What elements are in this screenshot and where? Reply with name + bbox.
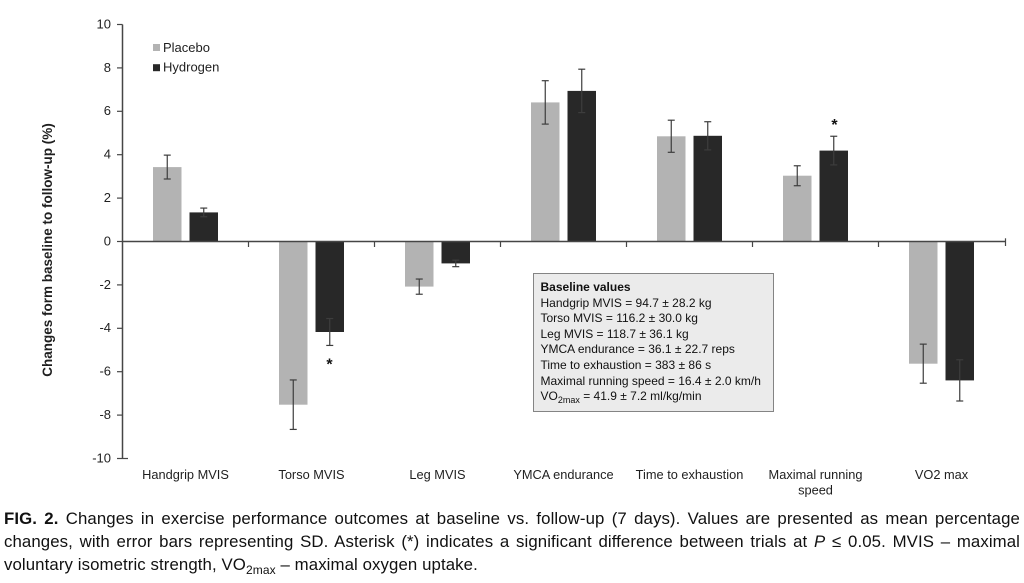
svg-text:8: 8 — [104, 60, 111, 75]
svg-text:Maximal running: Maximal running — [769, 467, 863, 482]
svg-text:0: 0 — [104, 233, 111, 248]
svg-text:Handgrip MVIS: Handgrip MVIS — [142, 467, 229, 482]
svg-text:*: * — [831, 117, 838, 134]
svg-text:YMCA endurance: YMCA endurance — [513, 467, 613, 482]
svg-text:Leg MVIS: Leg MVIS — [409, 467, 465, 482]
svg-text:Hydrogen: Hydrogen — [163, 60, 219, 75]
svg-text:*: * — [326, 356, 333, 373]
svg-text:6: 6 — [104, 103, 111, 118]
svg-text:speed: speed — [798, 482, 833, 497]
svg-text:Time to exhaustion: Time to exhaustion — [636, 467, 744, 482]
svg-text:Changes form baseline to follo: Changes form baseline to follow-up (%) — [40, 123, 55, 377]
svg-text:Placebo: Placebo — [163, 40, 210, 55]
svg-text:Torso MVIS: Torso MVIS — [278, 467, 344, 482]
svg-text:10: 10 — [97, 16, 111, 31]
svg-text:VO2 max: VO2 max — [915, 467, 969, 482]
svg-text:4: 4 — [104, 147, 111, 162]
svg-text:2: 2 — [104, 190, 111, 205]
svg-text:-8: -8 — [99, 407, 111, 422]
svg-text:-10: -10 — [92, 450, 111, 465]
svg-text:-6: -6 — [99, 364, 111, 379]
svg-text:-4: -4 — [99, 320, 111, 335]
svg-text:-2: -2 — [99, 277, 111, 292]
